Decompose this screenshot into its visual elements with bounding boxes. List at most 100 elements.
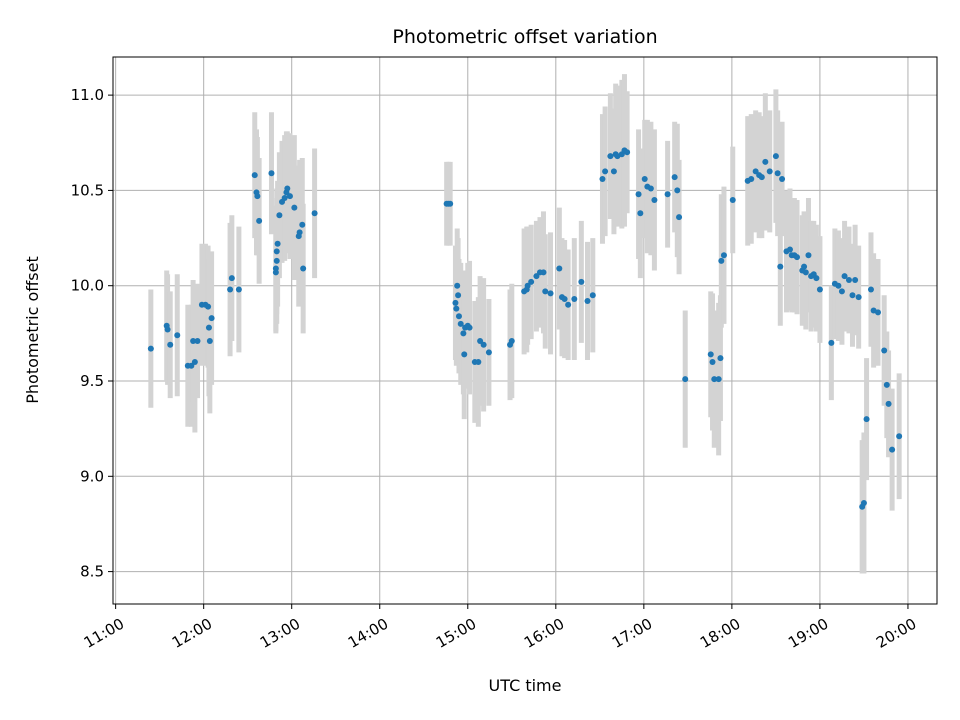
- data-point: [251, 172, 258, 179]
- data-point: [602, 168, 609, 175]
- data-point: [816, 286, 823, 293]
- data-point: [528, 278, 535, 285]
- data-point: [457, 320, 464, 327]
- data-point: [256, 217, 263, 224]
- data-point: [671, 174, 678, 181]
- data-point: [748, 175, 755, 182]
- data-point: [647, 185, 654, 192]
- data-point: [717, 355, 724, 362]
- data-point: [447, 200, 454, 207]
- data-point: [311, 210, 318, 217]
- data-point: [475, 358, 482, 365]
- data-point: [206, 337, 213, 344]
- data-point: [813, 275, 820, 282]
- data-point: [762, 158, 769, 165]
- data-point: [867, 286, 874, 293]
- data-point: [766, 168, 773, 175]
- data-point: [664, 191, 671, 198]
- data-point: [227, 286, 234, 293]
- data-point: [889, 446, 896, 453]
- data-point: [454, 282, 461, 289]
- data-point: [291, 204, 298, 211]
- data-point: [547, 290, 554, 297]
- data-point: [254, 193, 261, 200]
- data-point: [164, 326, 171, 333]
- data-point: [779, 175, 786, 182]
- data-point: [774, 170, 781, 177]
- data-point: [268, 170, 275, 177]
- x-tick-label: 11:00: [81, 615, 127, 652]
- data-point: [296, 229, 303, 236]
- data-point: [461, 351, 468, 358]
- data-point: [635, 191, 642, 198]
- data-point: [589, 292, 596, 299]
- data-point: [205, 324, 212, 331]
- y-tick-label: 9.0: [80, 467, 104, 485]
- data-point: [881, 347, 888, 354]
- data-point: [228, 275, 235, 282]
- data-point: [849, 292, 856, 299]
- y-axis-title: Photometric offset: [23, 256, 42, 404]
- x-tick-label: 17:00: [609, 615, 655, 652]
- data-point: [273, 257, 280, 264]
- data-point: [709, 358, 716, 365]
- data-point: [190, 337, 197, 344]
- data-point: [455, 313, 462, 320]
- data-point: [299, 221, 306, 228]
- y-tick-label: 8.5: [80, 563, 104, 581]
- data-point: [607, 153, 614, 160]
- data-point: [786, 246, 793, 253]
- data-point: [147, 345, 154, 352]
- data-point: [802, 269, 809, 276]
- data-point: [508, 337, 515, 344]
- data-point: [542, 288, 549, 295]
- plot-frame: [112, 56, 938, 605]
- data-point: [711, 376, 718, 383]
- data-point: [875, 309, 882, 316]
- data-point: [540, 269, 547, 276]
- x-tick-label: 12:00: [169, 615, 215, 652]
- data-point: [718, 257, 725, 264]
- data-point: [896, 433, 903, 440]
- data-point: [885, 400, 892, 407]
- data-point: [524, 282, 531, 289]
- data-point: [863, 416, 870, 423]
- data-point: [715, 376, 722, 383]
- data-point: [599, 175, 606, 182]
- data-point: [477, 337, 484, 344]
- data-point: [235, 286, 242, 293]
- data-point: [453, 305, 460, 312]
- data-point: [841, 273, 848, 280]
- y-tick-label: 11.0: [71, 86, 104, 104]
- data-point: [758, 174, 765, 181]
- data-point: [556, 265, 563, 272]
- y-tick-label: 9.5: [80, 372, 104, 390]
- data-point: [191, 358, 198, 365]
- data-point: [466, 324, 473, 331]
- y-tick-label: 10.5: [71, 181, 104, 199]
- data-point: [460, 330, 467, 337]
- data-point: [707, 351, 714, 358]
- data-point: [188, 362, 195, 369]
- data-point: [805, 252, 812, 259]
- data-point: [272, 265, 279, 272]
- x-tick-label: 15:00: [433, 615, 479, 652]
- data-point: [274, 240, 281, 247]
- data-point: [561, 296, 568, 303]
- data-point: [273, 248, 280, 255]
- y-tick-label: 10.0: [71, 277, 104, 295]
- data-point: [452, 299, 459, 306]
- data-point: [276, 212, 283, 219]
- data-point: [794, 254, 801, 261]
- data-point: [174, 332, 181, 339]
- data-point: [852, 276, 859, 283]
- data-point: [167, 341, 174, 348]
- data-point: [624, 149, 631, 156]
- x-tick-label: 19:00: [785, 615, 831, 652]
- error-bars: [148, 74, 902, 574]
- data-point: [300, 265, 307, 272]
- x-tick-label: 20:00: [873, 615, 919, 652]
- data-point: [860, 499, 867, 506]
- data-point: [682, 376, 689, 383]
